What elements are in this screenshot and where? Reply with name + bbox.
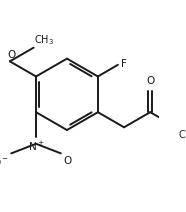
- Text: CH$_3$: CH$_3$: [178, 129, 186, 142]
- Text: F: F: [121, 59, 126, 69]
- Text: CH$_3$: CH$_3$: [34, 33, 54, 47]
- Text: O: O: [146, 76, 154, 86]
- Text: N$^+$: N$^+$: [28, 140, 44, 153]
- Text: O: O: [64, 156, 72, 166]
- Text: O$^-$: O$^-$: [0, 156, 9, 168]
- Text: O: O: [7, 50, 15, 60]
